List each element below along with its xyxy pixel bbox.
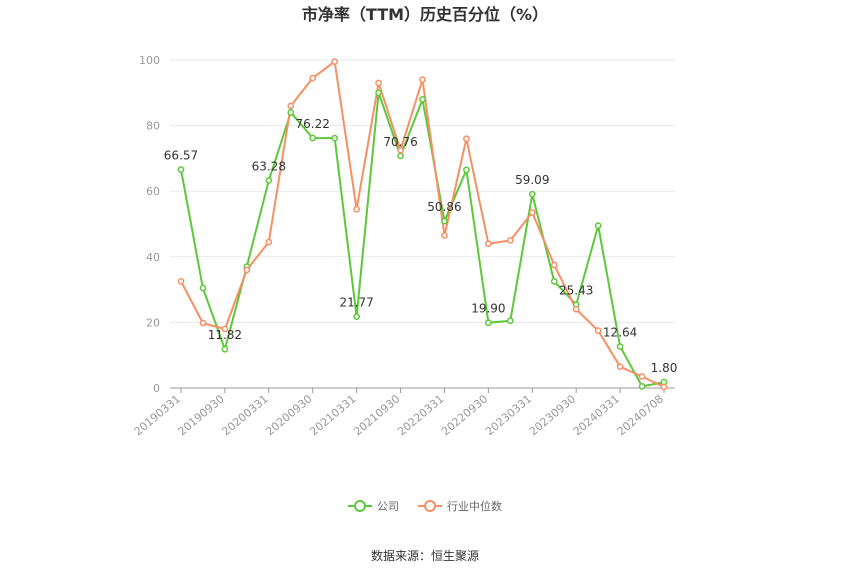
data-point[interactable]: [265, 238, 273, 246]
data-point[interactable]: [506, 237, 514, 244]
data-label: 76.22: [296, 117, 330, 131]
chart-title: 市净率（TTM）历史百分位（%）: [302, 5, 548, 24]
x-tick-label: 20190930: [176, 392, 227, 438]
data-point[interactable]: [638, 373, 646, 380]
data-point[interactable]: [463, 135, 470, 143]
data-point[interactable]: [309, 134, 317, 142]
data-point[interactable]: [660, 383, 668, 391]
data-point[interactable]: [616, 363, 624, 371]
legend-item-1[interactable]: 行业中位数: [418, 499, 502, 513]
series-layer: [177, 58, 668, 391]
series-line-1: [180, 60, 665, 388]
x-tick-label: 20200930: [263, 392, 314, 438]
y-tick-label: 80: [146, 120, 160, 133]
data-point[interactable]: [485, 240, 492, 248]
data-point[interactable]: [419, 76, 426, 84]
data-point[interactable]: [243, 266, 251, 274]
data-point[interactable]: [594, 222, 602, 229]
data-label: 12.64: [603, 326, 637, 340]
data-point[interactable]: [199, 319, 207, 327]
data-point[interactable]: [441, 232, 448, 239]
data-point[interactable]: [287, 102, 295, 110]
data-label: 11.82: [208, 328, 242, 342]
data-point[interactable]: [199, 284, 207, 292]
data-point[interactable]: [309, 74, 317, 82]
data-point[interactable]: [485, 319, 492, 327]
x-tick-label: 20210930: [351, 392, 402, 438]
x-tick-label: 20230930: [527, 392, 578, 438]
legend-marker: [354, 500, 366, 512]
legend[interactable]: 公司 行业中位数: [348, 499, 502, 513]
y-tick-label: 60: [146, 185, 160, 198]
data-point[interactable]: [331, 58, 339, 65]
data-point[interactable]: [375, 89, 382, 97]
data-point[interactable]: [419, 96, 426, 103]
x-tick-label: 20240331: [571, 392, 622, 438]
data-point[interactable]: [441, 217, 448, 225]
data-point[interactable]: [397, 152, 404, 160]
data-label: 59.09: [515, 173, 549, 187]
x-tick-label: 20200331: [219, 392, 270, 438]
x-tick-label: 20220331: [395, 392, 446, 438]
x-tick-label: 20230331: [483, 392, 534, 438]
data-point[interactable]: [550, 261, 558, 269]
x-tick-label: 20240708: [615, 392, 666, 438]
data-point[interactable]: [506, 317, 514, 325]
source-note: 数据来源：恒生聚源: [371, 548, 479, 563]
data-point[interactable]: [463, 166, 470, 174]
data-point[interactable]: [638, 383, 646, 390]
data-point[interactable]: [177, 278, 185, 285]
legend-label: 公司: [377, 500, 399, 513]
y-tick-label: 40: [146, 251, 160, 264]
data-label: 19.90: [471, 302, 505, 316]
data-point[interactable]: [550, 278, 558, 285]
y-tick-label: 0: [153, 382, 160, 395]
x-tick-label: 20190331: [132, 392, 183, 438]
data-point[interactable]: [397, 146, 404, 154]
data-point[interactable]: [594, 327, 602, 334]
legend-label: 行业中位数: [447, 499, 502, 513]
series-line-0: [180, 91, 665, 388]
data-point[interactable]: [353, 205, 360, 213]
data-label: 66.57: [164, 149, 198, 163]
data-label: 1.80: [651, 361, 678, 375]
data-point[interactable]: [221, 345, 229, 353]
legend-item-0[interactable]: 公司: [348, 500, 399, 513]
data-label: 50.86: [427, 200, 461, 214]
x-tick-label: 20210331: [307, 392, 358, 438]
data-label: 25.43: [559, 284, 593, 298]
x-tick-label: 20220930: [439, 392, 490, 438]
y-tick-label: 100: [139, 54, 160, 67]
data-point[interactable]: [265, 177, 273, 184]
data-point[interactable]: [177, 166, 185, 174]
data-label: 70.76: [383, 135, 417, 149]
data-point[interactable]: [528, 190, 536, 198]
legend-marker: [424, 500, 436, 512]
data-labels: 66.57 11.82 63.28 76.22 21.77 70.76 50.86 19.90…: [164, 117, 678, 375]
data-label: 21.77: [339, 296, 373, 310]
y-tick-label: 20: [146, 316, 160, 329]
data-point[interactable]: [375, 79, 382, 87]
data-point[interactable]: [331, 134, 339, 142]
data-point[interactable]: [221, 325, 229, 333]
data-point[interactable]: [353, 313, 360, 320]
data-point[interactable]: [616, 343, 624, 350]
data-point[interactable]: [287, 109, 295, 116]
data-point[interactable]: [572, 305, 580, 313]
data-label: 63.28: [252, 159, 286, 173]
data-point[interactable]: [528, 209, 536, 216]
